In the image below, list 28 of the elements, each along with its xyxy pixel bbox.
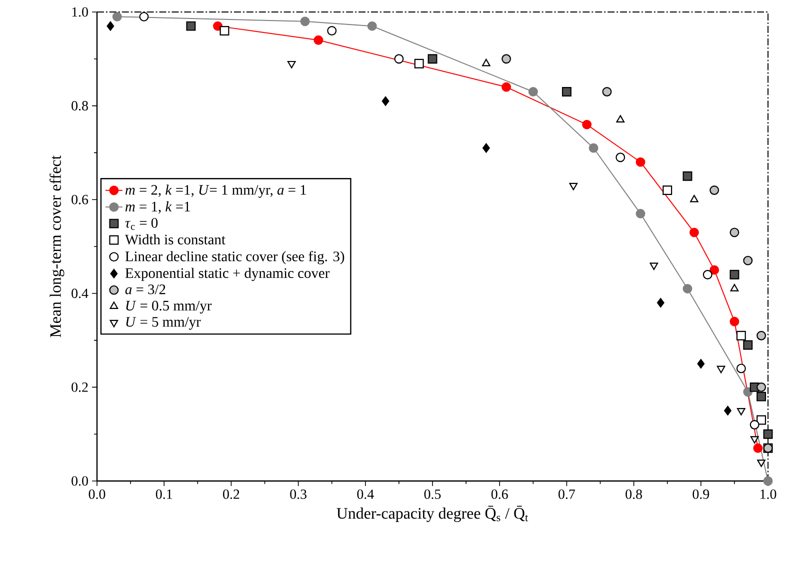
x-tick-label: 1.0 bbox=[760, 489, 776, 499]
legend-label: τ$_{c}$ = 0 bbox=[125, 218, 158, 230]
legend-label: U = 0.5 mm/yr bbox=[126, 300, 212, 314]
y-tick-label: 1.0 bbox=[72, 7, 88, 17]
x-tick-label: 0.1 bbox=[156, 489, 172, 499]
x-tick-label: 0.4 bbox=[357, 489, 374, 499]
y-tick-label: 0.6 bbox=[72, 194, 88, 204]
legend-label: Width is constant bbox=[124, 234, 226, 245]
x-tick-label: 0.0 bbox=[88, 489, 106, 499]
x-tick-label: 0.7 bbox=[558, 489, 576, 499]
x-axis-title: Under-capacity degree Q̄$_{s}$ / Q̄$_{t}$ bbox=[336, 506, 528, 522]
x-tick-label: 0.8 bbox=[626, 489, 642, 499]
y-tick-label: 0.0 bbox=[72, 476, 88, 486]
legend-label: Exponential static + dynamic cover bbox=[125, 268, 330, 281]
x-tick-label: 0.5 bbox=[424, 489, 441, 499]
y-tick-label: 0.4 bbox=[72, 288, 88, 298]
legend-label: a = 3/2 bbox=[125, 284, 166, 294]
y-tick-label: 0.2 bbox=[72, 382, 88, 392]
legend-label: U = 5 mm/yr bbox=[126, 317, 201, 330]
x-tick-label: 0.2 bbox=[223, 489, 240, 499]
legend-label: Linear decline static cover (see fig. 3) bbox=[125, 250, 344, 264]
y-axis-title: Mean long-term cover effect bbox=[50, 155, 64, 338]
x-tick-label: 0.3 bbox=[290, 489, 306, 499]
legend-label: m = 2, k =1, U= 1 mm/yr, a = 1 bbox=[125, 184, 306, 198]
y-tick-label: 0.8 bbox=[72, 101, 88, 111]
x-tick-label: 0.9 bbox=[692, 489, 710, 499]
x-tick-label: 0.6 bbox=[491, 489, 508, 499]
legend-label: m = 1, k =1 bbox=[125, 201, 190, 214]
